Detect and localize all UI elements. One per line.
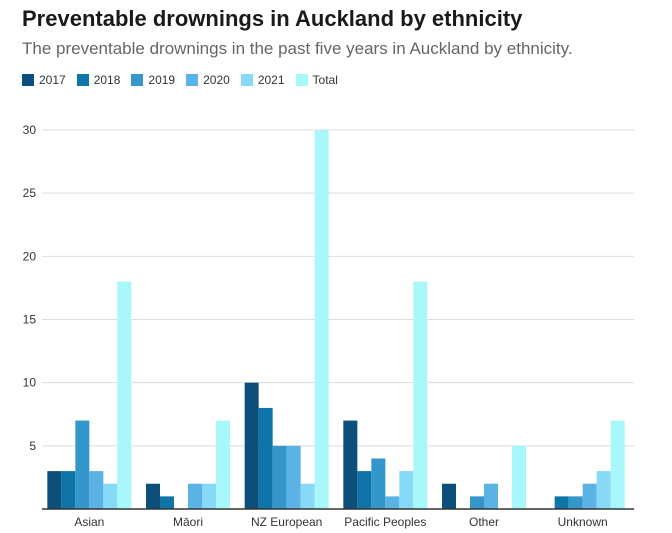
legend-item-2017[interactable]: 2017 (22, 73, 66, 87)
bar-2019 (470, 496, 484, 509)
bar-total (314, 130, 329, 509)
bar-2020 (286, 445, 301, 509)
bar-2020 (188, 483, 202, 509)
bar-2017 (442, 483, 456, 509)
y-tick-label: 25 (23, 186, 37, 200)
bar-2019 (75, 420, 90, 509)
legend-swatch (131, 74, 144, 86)
legend-item-2019[interactable]: 2019 (131, 73, 175, 87)
legend-item-2020[interactable]: 2020 (186, 73, 230, 87)
bar-2019 (272, 445, 287, 509)
bar-2019 (568, 496, 583, 509)
legend-label: 2018 (93, 73, 121, 87)
bar-2020 (385, 496, 400, 509)
bar-2018 (258, 407, 273, 509)
bar-2021 (202, 483, 216, 509)
bar-2021 (103, 483, 118, 509)
legend-swatch (240, 74, 253, 86)
y-tick-label: 10 (23, 376, 37, 390)
x-tick-label: Unknown (558, 515, 608, 529)
bar-2020 (89, 471, 104, 509)
legend-label: 2021 (257, 73, 285, 87)
bar-2019 (371, 458, 386, 509)
legend-label: Total (312, 73, 338, 87)
x-tick-label: Asian (74, 515, 104, 529)
legend-item-2018[interactable]: 2018 (76, 73, 121, 87)
bar-2017 (47, 471, 62, 509)
x-tick-label: Pacific Peoples (344, 515, 426, 529)
bar-total (216, 420, 230, 509)
bar-total (117, 281, 132, 509)
legend-label: 2020 (203, 73, 230, 87)
legend-item-2021[interactable]: 2021 (240, 73, 285, 87)
bar-2018 (61, 471, 76, 509)
bar-2020 (582, 483, 597, 509)
legend-label: 2017 (39, 73, 66, 87)
x-tick-label: Māori (173, 515, 203, 529)
x-tick-label: NZ European (251, 515, 322, 529)
y-tick-label: 30 (23, 123, 37, 137)
bar-2021 (399, 471, 414, 509)
legend-swatch (22, 74, 34, 86)
bar-2017 (146, 483, 160, 509)
bar-2021 (596, 471, 611, 509)
bar-2017 (244, 382, 259, 509)
bar-2018 (554, 496, 569, 509)
legend: 2017 2018 2019 2020 2021 Total (22, 73, 349, 87)
legend-item-total[interactable]: Total (295, 73, 338, 87)
chart-subtitle: The preventable drownings in the past fi… (22, 39, 573, 58)
legend-swatch (295, 74, 308, 86)
bar-total (512, 445, 526, 509)
bar-2018 (160, 496, 174, 509)
bar-total (610, 420, 625, 509)
chart-title: Preventable drownings in Auckland by eth… (22, 6, 523, 31)
legend-swatch (186, 74, 199, 86)
legend-label: 2019 (148, 73, 176, 87)
y-tick-label: 15 (23, 313, 37, 327)
legend-swatch (76, 74, 89, 86)
x-tick-label: Other (469, 515, 499, 529)
y-tick-label: 5 (29, 439, 36, 453)
bar-2018 (357, 471, 372, 509)
bar-total (413, 281, 428, 509)
bar-2017 (343, 420, 358, 509)
bar-2021 (300, 483, 315, 509)
y-tick-label: 20 (23, 249, 37, 263)
bar-2020 (484, 483, 498, 509)
